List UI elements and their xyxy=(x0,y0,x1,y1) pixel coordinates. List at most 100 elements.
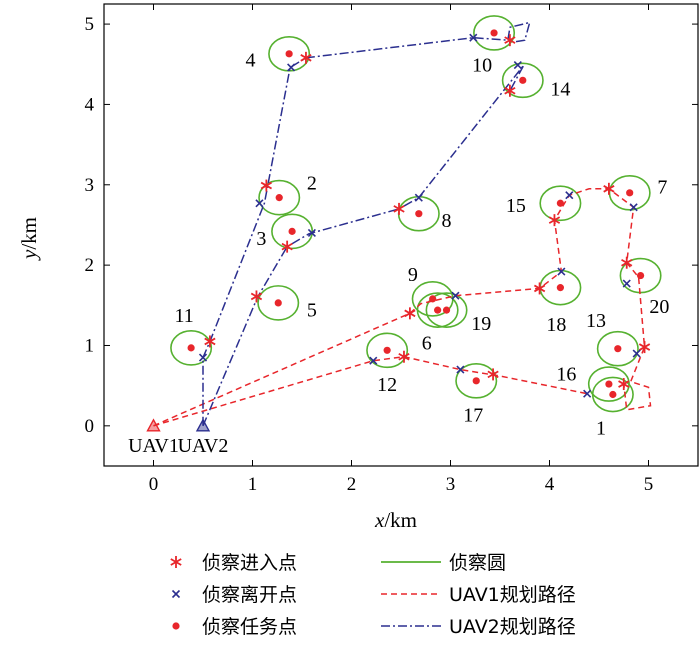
legend-label-task: 侦察任务点 xyxy=(202,616,297,638)
recon-circle-17 xyxy=(455,363,498,399)
task-point-7 xyxy=(626,189,634,197)
exit-point-5-stroke xyxy=(469,33,478,42)
recon-circle-16 xyxy=(587,366,630,402)
recon-circle-12 xyxy=(366,332,409,369)
entry-point-11-stroke xyxy=(548,216,561,224)
x-tick-label-4: 4 xyxy=(545,474,555,495)
task-point-20 xyxy=(636,271,645,280)
target-label-8: 8 xyxy=(442,210,452,232)
y-tick-label-3: 3 xyxy=(85,175,95,196)
entry-point-14 xyxy=(638,341,651,354)
plot-frame xyxy=(103,3,699,467)
task-point-10 xyxy=(490,29,498,37)
legend-entry-icon-stroke xyxy=(170,558,182,566)
task-point-12 xyxy=(383,346,391,354)
recon-circle-15 xyxy=(539,185,582,222)
exit-point-5 xyxy=(469,33,478,42)
target-label-15: 15 xyxy=(506,195,526,217)
entry-point-13 xyxy=(621,256,633,269)
y-axis-title: y/km xyxy=(17,217,41,261)
x-axis-unit: /km xyxy=(384,508,417,532)
exit-point-0-stroke xyxy=(198,353,208,362)
recon-circle-3 xyxy=(271,213,314,250)
exit-point-6 xyxy=(513,60,522,70)
entry-point-6-stroke xyxy=(404,309,416,318)
entry-point-12-stroke xyxy=(603,185,615,193)
entry-point-1-stroke xyxy=(281,242,293,251)
y-tick-label-1: 1 xyxy=(85,335,95,356)
target-label-11: 11 xyxy=(175,305,194,327)
recon-circle-13 xyxy=(596,330,639,367)
target-label-20: 20 xyxy=(649,296,669,318)
target-label-17: 17 xyxy=(463,405,483,427)
start-label-UAV1: UAV1 xyxy=(128,435,179,457)
exit-point-10 xyxy=(629,203,638,212)
exit-point-14-stroke xyxy=(456,365,465,374)
x-tick-label-3: 3 xyxy=(446,474,456,495)
entry-point-7 xyxy=(398,350,410,363)
entry-point-12 xyxy=(603,182,615,195)
task-point-5 xyxy=(274,299,282,307)
exit-point-13-stroke xyxy=(583,389,592,398)
target-label-3: 3 xyxy=(256,228,266,250)
legend-entry-entry: 侦察进入点 xyxy=(170,552,297,574)
y-axis-unit: /km xyxy=(17,217,41,250)
legend-entry-uav1: UAV1规划路径 xyxy=(381,584,576,606)
entry-point-3-stroke xyxy=(204,337,216,346)
recon-circle-11 xyxy=(170,330,213,366)
exit-point-11-stroke xyxy=(622,279,631,288)
entry-point-16 xyxy=(487,368,499,381)
target-label-7: 7 xyxy=(657,176,667,198)
entry-point-8 xyxy=(504,34,516,47)
legend-entry-uav2: UAV2规划路径 xyxy=(381,616,576,638)
recon-circle-14 xyxy=(501,62,544,99)
target-label-19: 19 xyxy=(471,313,491,335)
exit-point-0 xyxy=(198,353,208,362)
task-point-8 xyxy=(415,210,423,218)
target-label-5: 5 xyxy=(307,299,317,321)
x-tick-label-0: 0 xyxy=(149,474,159,495)
legend-label-uav2: UAV2规划路径 xyxy=(449,616,576,638)
legend-task-icon xyxy=(172,622,180,630)
target-label-10: 10 xyxy=(472,54,492,76)
exit-point-15 xyxy=(369,356,378,365)
start-marker-UAV2 xyxy=(195,418,211,432)
y-tick-label-0: 0 xyxy=(85,416,95,437)
exit-point-15-stroke xyxy=(369,356,378,365)
task-point-9 xyxy=(429,295,437,303)
exit-point-2-stroke xyxy=(255,199,264,208)
exit-point-1 xyxy=(287,63,296,72)
x-tick-label-5: 5 xyxy=(644,474,654,495)
legend-label-uav1: UAV1规划路径 xyxy=(449,584,576,606)
target-label-12: 12 xyxy=(377,374,397,396)
exit-point-9 xyxy=(565,191,574,200)
uav1-path-b xyxy=(153,355,588,427)
task-point-18 xyxy=(556,284,564,292)
x-axis-title: x/km xyxy=(374,508,417,532)
target-label-2: 2 xyxy=(307,172,317,194)
task-point-11 xyxy=(187,344,195,352)
target-label-13: 13 xyxy=(586,310,606,332)
target-label-4: 4 xyxy=(246,49,256,71)
entry-point-4 xyxy=(300,51,312,64)
start-label-UAV2: UAV2 xyxy=(178,435,229,457)
task-point-16 xyxy=(605,380,613,388)
task-point-13 xyxy=(614,345,622,353)
exit-point-14 xyxy=(456,365,465,374)
legend-entry-icon xyxy=(170,556,182,568)
entry-point-5 xyxy=(393,202,405,215)
exit-point-6-stroke xyxy=(513,60,522,70)
target-label-9: 9 xyxy=(408,264,418,286)
uav2-path-b xyxy=(202,21,531,426)
exit-point-7 xyxy=(451,291,460,300)
legend-label-exit: 侦察离开点 xyxy=(202,584,297,606)
task-point-14 xyxy=(519,76,527,84)
entry-point-16-stroke xyxy=(487,370,499,379)
entry-point-13-stroke xyxy=(621,258,633,267)
recon-circle-5 xyxy=(257,285,300,321)
target-label-1: 1 xyxy=(596,417,606,439)
task-point-6 xyxy=(434,306,442,314)
y-tick-label-4: 4 xyxy=(85,94,95,115)
exit-point-7-stroke xyxy=(451,291,460,300)
